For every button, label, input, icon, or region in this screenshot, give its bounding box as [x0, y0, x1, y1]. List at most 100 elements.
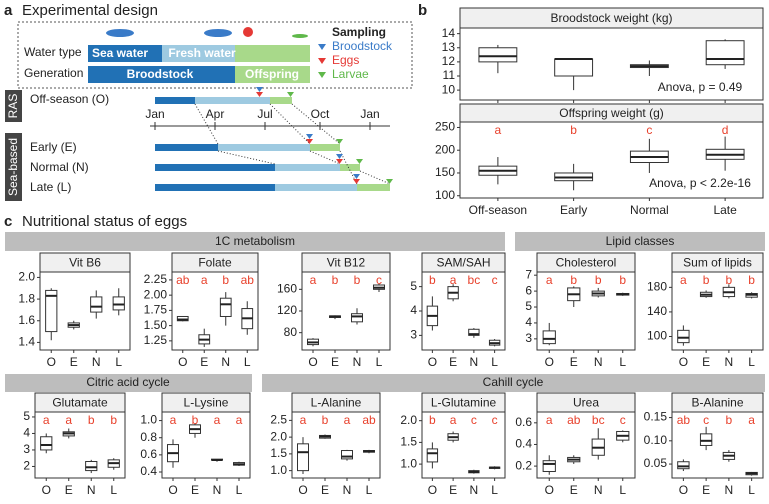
row-label: Water type: [24, 45, 82, 59]
y-tick-label: 4: [525, 315, 532, 329]
y-tick-label: 200: [435, 142, 455, 156]
x-tick-label: E: [449, 483, 457, 497]
y-tick-label: 180: [647, 280, 667, 294]
significance-letter: a: [310, 273, 317, 287]
significance-letter: ab: [241, 273, 255, 287]
box: [705, 40, 745, 66]
y-tick-label: 1.0: [400, 456, 417, 470]
panel-label: b: [418, 2, 427, 19]
y-tick-label: 0.2: [515, 458, 532, 472]
significance-letter: bc: [468, 273, 481, 287]
timeline-label: Off-season (O): [30, 92, 109, 106]
y-tick-label: 5: [23, 409, 30, 423]
larva-icon: [292, 34, 308, 38]
significance-letter: b: [748, 273, 755, 287]
x-tick-label: L: [491, 355, 498, 369]
section-title: Citric acid cycle: [86, 375, 170, 389]
legend-marker: [318, 58, 326, 64]
y-tick-label: 5: [410, 279, 417, 293]
significance-letter: a: [65, 413, 72, 427]
y-tick-label: 0.6: [515, 415, 532, 429]
section-header: [515, 232, 765, 251]
x-tick-label: L: [110, 483, 117, 497]
y-tick-label: 120: [277, 303, 297, 317]
timeline-label: Late (L): [30, 180, 71, 194]
strip-title: L-Glutamine: [431, 396, 497, 410]
significance-letter: a: [344, 413, 351, 427]
month-label: Oct: [311, 107, 330, 121]
strip-title: L-Lysine: [184, 396, 229, 410]
x-tick-label: E: [65, 483, 73, 497]
x-tick-label: L: [236, 483, 243, 497]
significance-letter: a: [300, 413, 307, 427]
significance-letter: c: [703, 413, 709, 427]
y-tick-label: 1.5: [270, 446, 287, 460]
y-tick-label: 0.8: [140, 430, 157, 444]
x-tick-label: E: [570, 483, 578, 497]
strip-title: Offspring weight (g): [559, 106, 664, 120]
y-tick-label: 1.75: [144, 303, 168, 317]
y-tick-label: 1.0: [270, 463, 287, 477]
significance-letter: a: [546, 273, 553, 287]
y-tick-label: 6: [525, 283, 532, 297]
significance-letter: c: [471, 413, 477, 427]
y-tick-label: 0.05: [644, 456, 668, 470]
x-tick-label: O: [42, 483, 51, 497]
significance-letter: a: [170, 413, 177, 427]
x-tick-label: N: [213, 483, 222, 497]
box: [297, 443, 309, 472]
x-tick-label: E: [570, 355, 578, 369]
strip-title: SAM/SAH: [436, 256, 490, 270]
x-tick-label: L: [748, 483, 755, 497]
group-box: [5, 90, 22, 122]
significance-letter: b: [726, 273, 733, 287]
y-tick-label: 1.25: [144, 333, 168, 347]
row-label: Generation: [24, 66, 83, 80]
box: [478, 47, 518, 63]
box: [542, 460, 556, 473]
fish-icon: [106, 29, 134, 37]
x-tick-label: E: [702, 355, 710, 369]
box: [219, 297, 232, 317]
significance-letter: b: [222, 273, 229, 287]
legend-marker: [318, 44, 326, 50]
y-tick-label: 250: [435, 120, 455, 134]
y-tick-label: 1.4: [18, 335, 35, 349]
y-tick-label: 0.15: [644, 410, 668, 424]
x-tick-label: O: [428, 483, 437, 497]
significance-letter: a: [236, 413, 243, 427]
significance-letter: ab: [567, 413, 581, 427]
x-tick-label: L: [491, 483, 498, 497]
significance-letter: a: [748, 413, 755, 427]
box: [40, 436, 53, 451]
strip-title: Vit B6: [69, 256, 101, 270]
box: [699, 433, 713, 446]
significance-letter: c: [620, 413, 626, 427]
significance-letter: b: [595, 273, 602, 287]
annotation: Anova, p < 2.2e-16: [649, 176, 751, 190]
timeline-bars: [150, 87, 393, 191]
legend-text: Larvae: [332, 67, 369, 81]
box: [677, 461, 690, 470]
panel-title: Experimental design: [22, 2, 158, 19]
group-label: RAS: [6, 94, 20, 119]
timeline-label: Early (E): [30, 140, 77, 154]
y-tick-label: 0.4: [140, 464, 157, 478]
x-tick-label: N: [470, 483, 479, 497]
y-tick-label: 2.0: [400, 413, 417, 427]
y-tick-label: 80: [284, 325, 298, 339]
panel-label: a: [4, 2, 13, 19]
strip-title: B-Alanine: [691, 396, 743, 410]
significance-letter: b: [110, 413, 117, 427]
box: [351, 313, 363, 323]
bar-segment: [235, 66, 310, 83]
legend-text: Broodstock: [332, 39, 393, 53]
y-tick-label: 2.0: [270, 429, 287, 443]
significance-letter: b: [332, 273, 339, 287]
y-tick-label: 0.6: [140, 447, 157, 461]
significance-letter: b: [726, 413, 733, 427]
y-tick-label: 140: [647, 304, 667, 318]
fish-icon: [204, 29, 232, 37]
box: [45, 289, 58, 333]
